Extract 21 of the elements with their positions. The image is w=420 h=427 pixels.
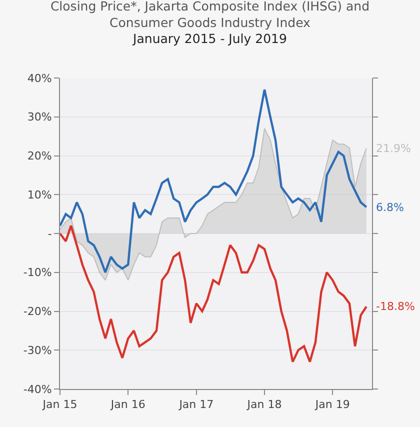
y-tick-label: 40%: [27, 72, 52, 85]
y-tick-label: 20%: [27, 150, 52, 163]
x-tick-label: Jan 19: [314, 398, 350, 412]
line-series: [60, 88, 368, 274]
annotation: 6.8%: [376, 201, 404, 214]
y-tick-label: -: [48, 227, 52, 240]
y-tick-label: -20%: [23, 305, 52, 318]
chart-subtitle: January 2015 - July 2019: [132, 31, 287, 46]
x-tick-label: Jan 17: [178, 398, 214, 412]
y-tick-label: -30%: [23, 344, 52, 357]
annotation: -18.8%: [376, 300, 415, 313]
y-tick-label: 10%: [27, 188, 52, 202]
x-tick-label: Jan 16: [110, 398, 146, 412]
x-tick-label: Jan 18: [246, 398, 282, 412]
line-series: [60, 224, 368, 363]
x-tick-label: Jan 15: [42, 398, 78, 412]
y-tick-label: 30%: [27, 110, 52, 124]
y-tick-label: -40%: [23, 382, 52, 396]
chart-title: Closing Price*, Jakarta Composite Index (IHSG) and Consumer Goods Industry Index: [50, 0, 370, 30]
y-tick-label: -10%: [23, 266, 52, 280]
annotation: 21.9%: [376, 142, 411, 155]
